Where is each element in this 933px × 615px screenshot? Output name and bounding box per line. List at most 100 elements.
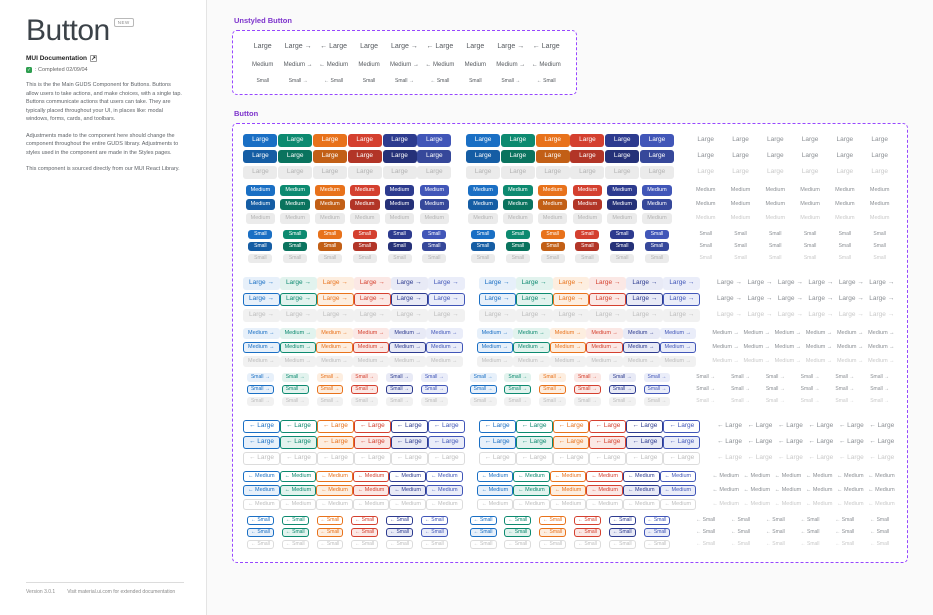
small-outlined-blue-button[interactable]: ← Small [469,516,497,525]
medium-tonal-navy-button[interactable]: Medium → [389,356,426,367]
medium-text-indigo-button[interactable]: ← Medium [866,499,897,510]
large-tonal-navy-button[interactable]: Large → [390,293,428,306]
small-text-red-button[interactable]: Small → [800,386,820,392]
unstyled-large-button[interactable]: Large → [391,43,418,50]
large-text-teal-button[interactable]: Large [730,150,751,163]
large-text-blue-button[interactable]: Large [695,150,716,163]
small-solid-navy-button[interactable]: Small [387,254,412,263]
small-text-blue-button[interactable]: Small → [696,374,716,380]
medium-solid-teal-button[interactable]: Medium [503,199,533,210]
small-tonal-indigo-button[interactable]: Small → [643,385,671,394]
medium-text-orange-button[interactable]: ← Medium [773,499,804,510]
small-text-orange-button[interactable]: Small [769,243,782,249]
medium-outlined-teal-button[interactable]: ← Medium [279,485,317,496]
large-solid-indigo-button[interactable]: Large [639,166,674,179]
large-outlined-blue-button[interactable]: ← Large [478,436,516,449]
small-tonal-teal-button[interactable]: Small → [281,397,309,406]
small-text-teal-button[interactable]: ← Small [731,517,750,523]
medium-text-teal-button[interactable]: Medium [729,185,753,196]
medium-text-blue-button[interactable]: Medium [694,199,718,210]
small-text-teal-button[interactable]: Small [734,231,747,237]
medium-tonal-navy-button[interactable]: Medium → [389,342,426,353]
medium-solid-orange-button[interactable]: Medium [315,213,345,224]
small-solid-blue-button[interactable]: Small [248,254,273,263]
medium-text-orange-button[interactable]: ← Medium [773,471,804,482]
large-outlined-teal-button[interactable]: ← Large [279,420,317,433]
medium-tonal-red-button[interactable]: Medium → [352,342,390,353]
medium-tonal-red-button[interactable]: Medium → [586,356,623,367]
small-tonal-indigo-button[interactable]: Small → [643,397,671,406]
small-text-blue-button[interactable]: ← Small [696,541,716,547]
medium-text-red-button[interactable]: Medium [798,199,822,210]
large-text-red-button[interactable]: Large [800,166,821,179]
large-solid-navy-button[interactable]: Large [605,134,640,147]
large-text-navy-button[interactable]: Large → [837,277,866,290]
small-tonal-orange-button[interactable]: Small → [316,373,344,382]
large-text-teal-button[interactable]: Large → [745,293,774,306]
large-solid-teal-button[interactable]: Large [500,166,535,179]
small-text-red-button[interactable]: ← Small [800,517,820,523]
large-text-orange-button[interactable]: Large [765,134,786,147]
large-text-red-button[interactable]: Large → [806,293,835,306]
small-outlined-blue-button[interactable]: ← Small [469,528,497,537]
unstyled-medium-button[interactable]: ← Medium [531,61,561,68]
small-outlined-navy-button[interactable]: ← Small [608,540,636,549]
small-tonal-navy-button[interactable]: Small → [608,385,636,394]
medium-text-red-button[interactable]: Medium [798,185,822,196]
medium-text-navy-button[interactable]: Medium → [835,342,866,353]
large-solid-teal-button[interactable]: Large [500,134,535,147]
large-outlined-navy-button[interactable]: ← Large [390,452,428,465]
large-tonal-red-button[interactable]: Large → [589,293,627,306]
medium-tonal-red-button[interactable]: Medium → [586,328,623,339]
medium-text-teal-button[interactable]: Medium [729,213,753,224]
small-text-red-button[interactable]: Small → [800,374,820,380]
large-tonal-blue-button[interactable]: Large → [243,293,280,306]
large-outlined-orange-button[interactable]: ← Large [552,420,590,433]
medium-outlined-orange-button[interactable]: ← Medium [316,485,353,496]
large-tonal-teal-button[interactable]: Large → [279,277,317,290]
small-text-blue-button[interactable]: ← Small [696,517,716,523]
small-solid-red-button[interactable]: Small [575,242,600,251]
medium-solid-indigo-button[interactable]: Medium [419,199,450,210]
small-text-orange-button[interactable]: ← Small [765,541,785,547]
small-text-indigo-button[interactable]: ← Small [870,529,890,535]
small-outlined-indigo-button[interactable]: ← Small [643,516,671,525]
small-text-navy-button[interactable]: Small → [835,398,855,404]
large-tonal-blue-button[interactable]: Large → [478,293,516,306]
medium-text-indigo-button[interactable]: ← Medium [866,485,897,496]
medium-solid-blue-button[interactable]: Medium [245,213,276,224]
large-text-teal-button[interactable]: Large → [745,277,774,290]
small-text-orange-button[interactable]: Small → [765,398,785,404]
large-solid-indigo-button[interactable]: Large [417,134,452,147]
medium-solid-red-button[interactable]: Medium [572,199,603,210]
medium-tonal-blue-button[interactable]: Medium → [476,356,514,367]
large-text-red-button[interactable]: ← Large [806,420,835,433]
small-solid-teal-button[interactable]: Small [283,230,308,239]
large-tonal-blue-button[interactable]: Large → [243,277,280,290]
small-solid-teal-button[interactable]: Small [505,230,530,239]
large-solid-indigo-button[interactable]: Large [639,150,674,163]
medium-text-orange-button[interactable]: Medium → [773,328,804,339]
large-tonal-indigo-button[interactable]: Large → [427,309,465,322]
small-text-navy-button[interactable]: ← Small [835,517,855,523]
small-text-red-button[interactable]: Small → [800,398,820,404]
small-solid-teal-button[interactable]: Small [505,254,530,263]
large-solid-navy-button[interactable]: Large [605,166,640,179]
small-solid-blue-button[interactable]: Small [248,242,273,251]
unstyled-small-button[interactable]: ← Small [536,77,556,84]
medium-text-indigo-button[interactable]: Medium [868,199,892,210]
large-outlined-orange-button[interactable]: ← Large [552,436,590,449]
large-solid-teal-button[interactable]: Large [278,150,313,163]
medium-text-blue-button[interactable]: ← Medium [710,485,741,496]
medium-tonal-navy-button[interactable]: Medium → [622,328,660,339]
small-tonal-indigo-button[interactable]: Small → [420,397,448,406]
large-text-indigo-button[interactable]: ← Large [867,436,896,449]
medium-tonal-indigo-button[interactable]: Medium → [659,328,697,339]
unstyled-medium-button[interactable]: Medium [358,61,380,68]
unstyled-medium-button[interactable]: Medium → [496,61,526,68]
medium-outlined-navy-button[interactable]: ← Medium [389,485,426,496]
small-tonal-red-button[interactable]: Small → [351,385,379,394]
large-text-teal-button[interactable]: ← Large [745,420,774,433]
small-outlined-teal-button[interactable]: ← Small [281,516,309,525]
large-solid-teal-button[interactable]: Large [278,166,313,179]
